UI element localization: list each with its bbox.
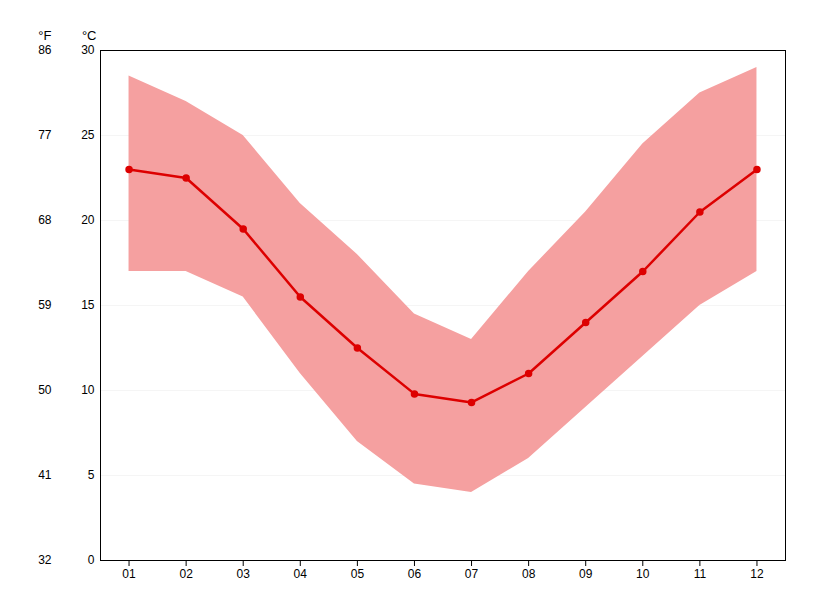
svg-text:12: 12 [750, 567, 764, 581]
svg-text:68: 68 [38, 213, 52, 227]
svg-text:50: 50 [38, 383, 52, 397]
svg-text:41: 41 [38, 468, 52, 482]
svg-text:10: 10 [636, 567, 650, 581]
svg-text:10: 10 [81, 383, 95, 397]
svg-text:01: 01 [122, 567, 136, 581]
svg-text:86: 86 [38, 43, 52, 57]
svg-text:08: 08 [522, 567, 536, 581]
svg-text:11: 11 [694, 567, 707, 581]
svg-text:59: 59 [38, 298, 52, 312]
svg-text:0: 0 [88, 553, 95, 567]
svg-text:32: 32 [38, 553, 52, 567]
svg-text:02: 02 [179, 567, 193, 581]
svg-text:05: 05 [351, 567, 365, 581]
svg-text:5: 5 [88, 468, 95, 482]
svg-text:15: 15 [81, 298, 95, 312]
svg-text:25: 25 [81, 128, 95, 142]
svg-text:77: 77 [38, 128, 52, 142]
svg-text:07: 07 [465, 567, 479, 581]
svg-text:04: 04 [294, 567, 308, 581]
svg-text:06: 06 [408, 567, 422, 581]
svg-text:03: 03 [237, 567, 251, 581]
svg-text:30: 30 [81, 43, 95, 57]
svg-text:20: 20 [81, 213, 95, 227]
svg-text:°F: °F [38, 28, 51, 43]
svg-text:°C: °C [82, 28, 97, 43]
svg-text:09: 09 [579, 567, 593, 581]
